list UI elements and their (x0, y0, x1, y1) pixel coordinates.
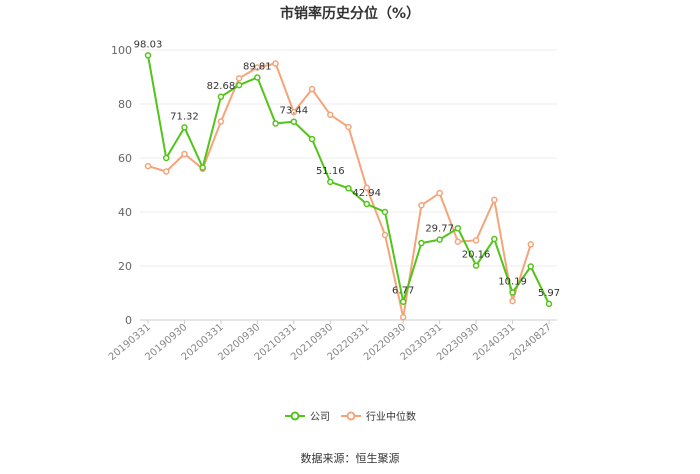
y-tick-label: 80 (118, 98, 132, 111)
point-industry-median (272, 60, 279, 67)
point-company (509, 289, 516, 296)
point-industry-median (418, 202, 425, 209)
grid (140, 49, 557, 321)
point-industry-median (217, 118, 225, 125)
point-company (308, 135, 316, 143)
data-label: 82.68 (207, 81, 236, 92)
point-company (144, 52, 152, 59)
point-industry-median (509, 297, 516, 305)
point-industry-median (454, 238, 462, 245)
legend-item-company[interactable]: 公司 (285, 411, 330, 423)
y-tick-label: 100 (111, 44, 132, 57)
point-company (545, 300, 553, 308)
point-industry-median (235, 75, 243, 82)
point-industry-median (162, 168, 170, 175)
point-company (254, 74, 261, 81)
chart-title: 市销率历史分位（%） (280, 5, 420, 22)
point-industry-median (436, 189, 443, 197)
y-tick-label: 40 (118, 206, 132, 219)
data-label: 20.16 (462, 250, 491, 261)
point-industry-median (363, 184, 370, 191)
point-company (217, 93, 225, 101)
source-note: 数据来源：恒生聚源 (301, 451, 400, 465)
data-label: 89.81 (243, 62, 272, 73)
point-industry-median (327, 111, 334, 119)
point-industry-median (491, 196, 498, 204)
point-industry-median (181, 150, 188, 158)
data-labels: 98.03 71.32 82.68 89.81 73.44 51.16 42.94 6.77 2… (134, 39, 560, 299)
point-company (418, 239, 425, 247)
data-label: 73.44 (279, 106, 308, 117)
point-industry-median (144, 162, 152, 170)
point-industry-median (254, 64, 261, 71)
data-label: 29.77 (425, 224, 454, 235)
point-industry-median (290, 108, 298, 116)
point-company (381, 208, 389, 216)
legend-industry-label: 行业中位数 (366, 410, 416, 423)
point-company (491, 235, 498, 243)
point-company (181, 124, 188, 131)
y-tick-label: 0 (125, 314, 132, 327)
data-label: 51.16 (316, 166, 345, 177)
point-industry-median (345, 123, 352, 131)
axes: 0204060801002019033120190930202003312020… (107, 44, 554, 363)
point-industry-median (381, 231, 389, 239)
legend-company-marker (290, 411, 300, 421)
point-company (399, 298, 407, 305)
point-industry-median (472, 237, 480, 244)
point-company (272, 120, 279, 127)
point-industry-median (308, 85, 316, 93)
data-label: 10.19 (498, 276, 527, 287)
point-company (527, 263, 535, 270)
point-industry-median (527, 241, 535, 248)
point-company (345, 184, 352, 192)
y-tick-label: 60 (118, 152, 132, 165)
point-company (162, 154, 170, 162)
data-label: 98.03 (134, 39, 163, 50)
y-tick-label: 20 (118, 260, 132, 273)
point-company (436, 236, 443, 243)
point-company (454, 224, 462, 232)
data-label: 71.32 (170, 111, 199, 122)
legend-industry-marker (346, 411, 356, 421)
series-line-company (147, 55, 550, 305)
data-label: 6.77 (392, 286, 414, 297)
series-layer (144, 52, 553, 321)
point-company (363, 200, 370, 208)
point-company (472, 262, 480, 269)
legend[interactable]: 公司 行业中位数 (285, 410, 416, 423)
legend-company-label: 公司 (310, 412, 330, 423)
point-company (327, 178, 334, 186)
point-company (290, 118, 298, 125)
point-industry-median (399, 314, 407, 321)
data-label: 42.94 (352, 188, 381, 199)
point-company (199, 164, 206, 171)
data-label: 5.97 (538, 288, 560, 299)
legend-item-industry-median[interactable]: 行业中位数 (341, 410, 416, 423)
series-line-industry-median (147, 62, 532, 319)
point-company (235, 81, 243, 89)
